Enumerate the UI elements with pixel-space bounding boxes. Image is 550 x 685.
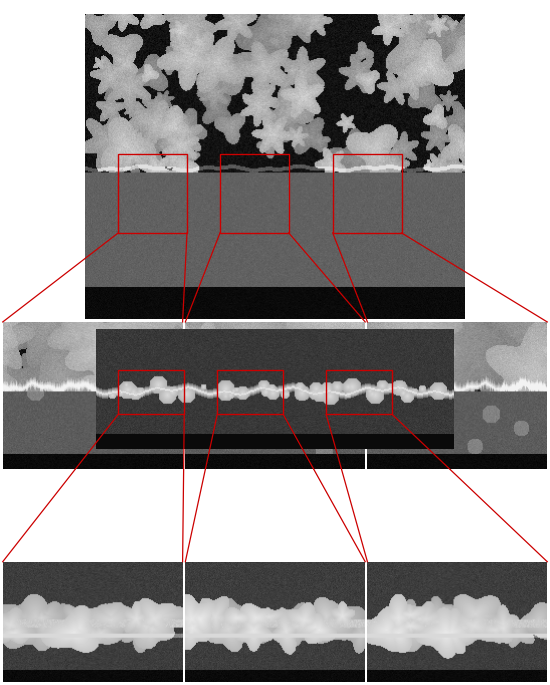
Text: ②: ② bbox=[111, 333, 120, 345]
Text: ①: ① bbox=[91, 25, 101, 37]
